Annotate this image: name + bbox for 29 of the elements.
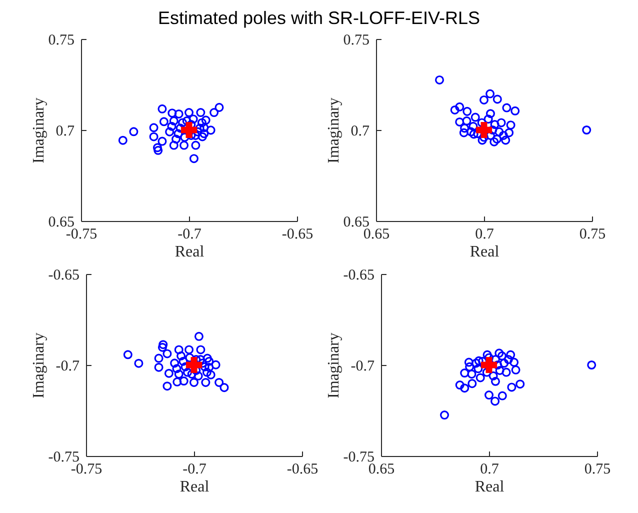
x-tick-label: 0.7: [475, 226, 494, 242]
x-tick-label: 0.65: [363, 226, 390, 242]
x-tick-label: -0.75: [70, 462, 102, 478]
y-tick-label: -0.65: [48, 268, 80, 284]
y-tick-label: 0.7: [350, 124, 370, 140]
y-tick-label: 0.75: [343, 32, 370, 48]
y-axis-title: Imaginary: [325, 332, 342, 398]
chart-title: Estimated poles with SR-LOFF-EIV-RLS: [156, 8, 482, 29]
x-tick-label: -0.75: [66, 226, 98, 242]
x-axis-title: Real: [180, 478, 210, 496]
x-tick-label: -0.65: [282, 226, 314, 242]
x-axis-title: Real: [470, 244, 500, 260]
x-tick-label: 0.65: [368, 462, 395, 478]
x-tick-label: 0.7: [480, 462, 500, 478]
x-tick-label: -0.7: [178, 226, 202, 242]
y-tick-label: 0.75: [48, 32, 74, 48]
y-tick-label: -0.7: [56, 358, 80, 374]
y-tick-label: -0.65: [343, 268, 374, 284]
y-axis-title: Imaginary: [325, 98, 342, 164]
x-axis-title: Real: [474, 478, 505, 496]
y-axis-title: Imaginary: [30, 98, 48, 164]
y-tick-label: -0.7: [350, 358, 375, 374]
x-axis-title: Real: [174, 244, 205, 260]
x-tick-label: -0.65: [286, 462, 318, 478]
x-tick-label: -0.7: [182, 462, 207, 478]
x-tick-label: 0.75: [579, 226, 606, 242]
y-tick-label: 0.7: [56, 124, 75, 140]
x-tick-label: 0.75: [584, 462, 611, 478]
y-axis-title: Imaginary: [30, 332, 48, 398]
